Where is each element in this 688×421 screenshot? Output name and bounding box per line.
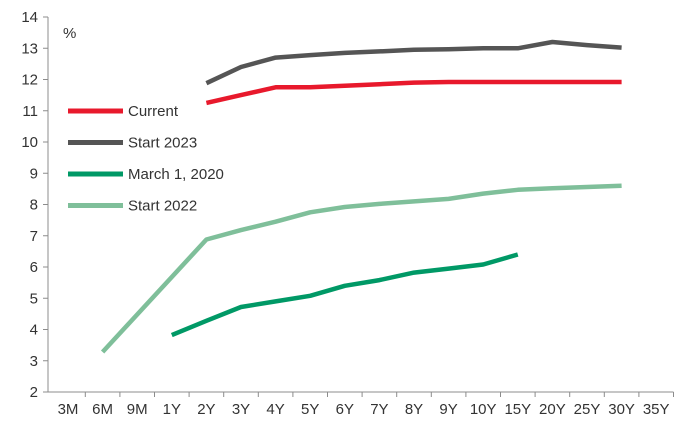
series-line-start-2023 [205,39,622,86]
x-tick-label: 9M [127,401,148,418]
y-tick-label: 3 [30,353,38,370]
y-tick-label: 10 [21,134,38,151]
x-tick-label: 10Y [470,401,497,418]
series-line-start-2022 [100,183,622,354]
y-unit-label: % [63,25,76,42]
x-tick-label: 3Y [232,401,250,418]
legend: Current Start 2023 March 1, 2020 Start 2022 [68,103,224,215]
x-tick-label: 2Y [197,401,215,418]
x-tick-label: 25Y [574,401,601,418]
y-tick-label: 13 [21,40,38,57]
legend-label: March 1, 2020 [128,166,224,183]
x-tick-label: 9Y [439,401,457,418]
x-tick-label: 3M [58,401,79,418]
legend-label: Current [128,103,179,120]
x-tick-label: 4Y [266,401,284,418]
y-tick-label: 2 [30,384,38,401]
x-tick-label: 6Y [336,401,354,418]
y-tick-label: 8 [30,197,38,214]
x-tick-label: 1Y [163,401,181,418]
x-tick-label: 6M [92,401,113,418]
y-tick-label: 6 [30,259,38,276]
x-tick-label: 30Y [608,401,635,418]
y-axis: 2 3 4 5 6 7 8 9 10 11 12 13 14 [21,9,49,401]
series-lines [100,39,622,354]
x-tick-label: 8Y [405,401,423,418]
y-tick-label: 11 [22,103,38,120]
y-tick-label: 5 [30,290,38,307]
x-tick-label: 5Y [301,401,319,418]
y-tick-label: 7 [30,228,38,245]
y-tick-label: 12 [21,72,38,89]
x-axis: 3M 6M 9M 1Y 2Y 3Y 4Y 5Y 6Y 7Y 8Y 9Y 10Y 15Y 20Y 25Y 30Y 3… [48,391,674,418]
y-tick-label: 14 [21,9,38,26]
y-tick-label: 4 [30,322,38,339]
legend-label: Start 2022 [128,198,197,215]
series-line-march-1-2020 [170,252,519,338]
x-tick-label: 7Y [370,401,388,418]
legend-label: Start 2023 [128,135,197,152]
x-tick-label: 15Y [504,401,531,418]
x-tick-label: 20Y [539,401,566,418]
x-tick-label: 35Y [643,401,670,418]
y-tick-label: 9 [30,165,38,182]
series-line-current [205,79,622,106]
